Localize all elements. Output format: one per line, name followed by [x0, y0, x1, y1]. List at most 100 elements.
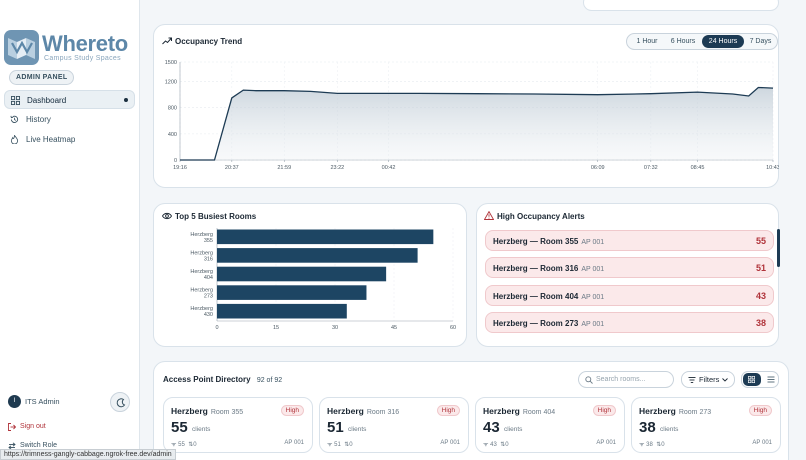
active-indicator	[124, 98, 128, 102]
range-6-hours-button[interactable]: 6 Hours	[670, 38, 696, 45]
user-info: I ITS Admin	[8, 395, 60, 409]
sync-icon: ⇅	[500, 442, 506, 448]
list-view-icon[interactable]	[767, 376, 775, 383]
wifi-icon: ᯤ	[483, 442, 489, 448]
avatar: I	[8, 395, 21, 408]
switch-role-button[interactable]: Switch Role	[8, 440, 57, 452]
y-tick-label: 400	[168, 132, 177, 138]
logout-icon	[8, 423, 16, 431]
ap-building: Herzberg Room 273	[639, 406, 712, 416]
ap-card[interactable]: Herzberg Room 273 High 38 clients ᯤ 38 ⇅0…	[631, 397, 781, 453]
alert-room: Herzberg — Room 355 AP 001	[493, 237, 605, 246]
x-tick-label: 15	[273, 325, 279, 331]
nav-item-history[interactable]: History	[4, 110, 135, 129]
warning-icon	[484, 211, 494, 220]
alert-item[interactable]: Herzberg — Room 404 AP 001 43	[485, 285, 774, 306]
alerts-scrollbar[interactable]	[777, 229, 780, 267]
user-name: ITS Admin	[25, 397, 60, 406]
nav-item-label: History	[26, 115, 51, 124]
range-24-hours-button[interactable]: 24 Hours	[702, 35, 744, 48]
category-label: Herzberg 430	[190, 306, 213, 318]
x-tick-label: 06:09	[591, 165, 605, 171]
bar	[217, 248, 418, 263]
ap-building: Herzberg Room 316	[327, 406, 400, 416]
ap-card[interactable]: Herzberg Room 316 High 51 clients ᯤ 51 ⇅0…	[319, 397, 469, 453]
nav-item-live-heatmap[interactable]: Live Heatmap	[4, 130, 135, 149]
sync-icon: ⇅	[188, 442, 194, 448]
brand-tagline: Campus Study Spaces	[44, 55, 121, 62]
sign-out-label: Sign out	[20, 423, 46, 430]
alert-room: Herzberg — Room 404 AP 001	[493, 292, 605, 301]
category-label: Herzberg 316	[190, 250, 213, 262]
summary-card-partial	[583, 0, 779, 11]
nav-item-label: Live Heatmap	[26, 135, 76, 144]
category-label: Herzberg 273	[190, 288, 213, 300]
y-tick-label: 800	[168, 106, 177, 112]
x-tick-label: 20:37	[225, 165, 239, 171]
wifi-icon: ᯤ	[639, 442, 645, 448]
sign-out-button[interactable]: Sign out	[8, 421, 46, 433]
client-count: 55	[171, 419, 188, 436]
ap-meta: ᯤ 43 ⇅0	[483, 442, 509, 448]
alert-item[interactable]: Herzberg — Room 273 AP 001 38	[485, 312, 774, 333]
clients-label: clients	[348, 426, 367, 433]
bar	[217, 303, 347, 319]
nav-item-dashboard[interactable]: Dashboard	[4, 90, 135, 109]
logo-icon	[4, 30, 39, 65]
flame-icon	[10, 135, 19, 144]
client-count: 38	[639, 419, 656, 436]
moon-icon	[116, 398, 126, 408]
ap-card[interactable]: Herzberg Room 355 High 55 clients ᯤ 55 ⇅0…	[163, 397, 313, 453]
category-label: Herzberg 355	[190, 232, 213, 244]
client-count: 51	[327, 419, 344, 436]
browser-status-url: https://trimness-gangly-cabbage.ngrok-fr…	[0, 449, 176, 460]
filters-label: Filters	[699, 375, 720, 384]
status-badge: High	[436, 405, 460, 416]
history-icon	[10, 115, 19, 123]
ap-building: Herzberg Room 404	[483, 406, 556, 416]
grid-icon	[11, 96, 20, 105]
directory-title: Access Point Directory 92 of 92	[163, 375, 283, 384]
ap-id: AP 001	[440, 440, 460, 446]
search-placeholder: Search rooms...	[596, 376, 646, 383]
filters-button[interactable]: Filters	[681, 371, 735, 388]
grid-view-button[interactable]	[743, 373, 761, 386]
y-tick-label: 1500	[165, 60, 177, 66]
alert-count: 38	[755, 318, 766, 328]
chevron-down-icon	[722, 378, 728, 382]
alert-item[interactable]: Herzberg — Room 355 AP 001 55	[485, 230, 774, 251]
occupancy-trend-chart: 0 400 800 1200 1500 19:16 20:37 21:59 23:22 00:42…	[165, 60, 779, 171]
ap-card[interactable]: Herzberg Room 404 High 43 clients ᯤ 43 ⇅0…	[475, 397, 625, 453]
brand[interactable]: Whereto Campus Study Spaces	[4, 30, 136, 66]
range-7-days-button[interactable]: 7 Days	[749, 38, 772, 45]
occupancy-trend-title: Occupancy Trend	[175, 37, 243, 46]
alert-room: Herzberg — Room 273 AP 001	[493, 319, 605, 328]
alert-count: 51	[755, 263, 766, 273]
x-tick-label: 30	[332, 325, 338, 331]
occupancy-area	[180, 87, 773, 160]
alert-count: 55	[755, 236, 766, 246]
alert-item[interactable]: Herzberg — Room 316 AP 001 51	[485, 257, 774, 278]
time-range-selector: 1 Hour 6 Hours 24 Hours 7 Days	[626, 33, 778, 50]
client-count: 43	[483, 419, 500, 436]
ap-building: Herzberg Room 355	[171, 406, 244, 416]
ap-meta: ᯤ 55 ⇅0	[171, 442, 197, 448]
status-badge: High	[592, 405, 616, 416]
theme-toggle-button[interactable]	[110, 392, 130, 412]
clients-label: clients	[660, 426, 679, 433]
alerts-title: High Occupancy Alerts	[497, 212, 585, 221]
ap-meta: ᯤ 38 ⇅0	[639, 442, 665, 448]
x-tick-label: 08:45	[691, 165, 705, 171]
admin-panel-badge: ADMIN PANEL	[9, 70, 75, 85]
top-rooms-title: Top 5 Busiest Rooms	[175, 212, 257, 221]
alert-count: 43	[755, 291, 766, 301]
x-tick-label: 19:16	[173, 165, 187, 171]
clients-label: clients	[504, 426, 523, 433]
range-1-hour-button[interactable]: 1 Hour	[636, 38, 658, 45]
search-rooms-input[interactable]: Search rooms...	[578, 371, 674, 388]
search-icon	[585, 376, 593, 384]
category-label: Herzberg 404	[190, 269, 213, 281]
alert-room: Herzberg — Room 316 AP 001	[493, 264, 605, 273]
ap-id: AP 001	[596, 440, 616, 446]
grid-icon	[748, 376, 755, 383]
